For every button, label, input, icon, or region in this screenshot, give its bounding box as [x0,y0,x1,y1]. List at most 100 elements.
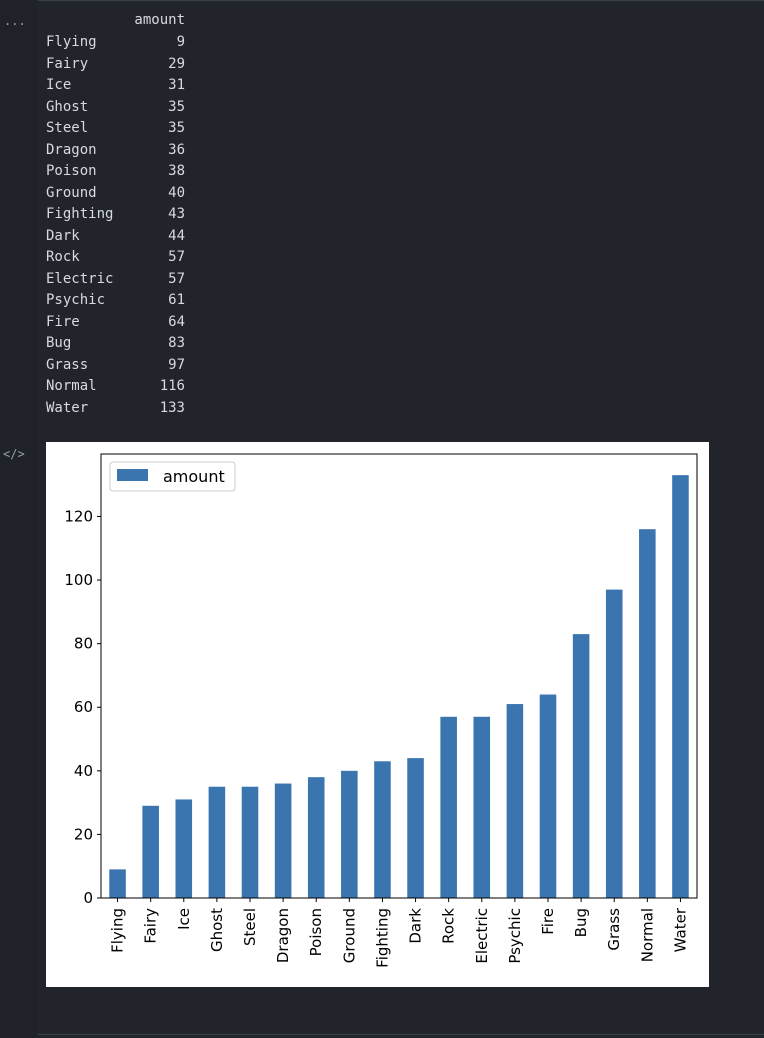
dataframe-row: Dark 44 [46,228,185,248]
dataframe-index-label: Dragon [46,141,97,158]
x-tick-label: Ghost [208,908,226,952]
x-tick-label: Rock [440,908,458,944]
axes-frame [100,453,698,899]
y-tick-label: 20 [74,825,93,843]
x-tick-label: Normal [638,908,656,962]
dataframe-value: 31 [168,77,185,93]
x-tick-label: Grass [605,908,623,951]
dataframe-value: 36 [168,141,185,158]
dataframe-value: 38 [168,163,185,179]
bar [142,805,159,898]
x-tick-label: Fairy [142,908,160,944]
dataframe-index-label: Electric [46,270,114,287]
dataframe-index-label: Water [46,399,89,416]
dataframe-value: 116 [159,378,185,394]
dataframe-index-label: Steel [46,120,89,136]
dataframe-value: 133 [159,399,185,416]
bar [605,589,623,898]
bar [341,770,358,898]
dataframe-index-label: Poison [46,163,97,179]
dataframe-row: Water 133 [46,400,185,420]
dataframe-value: 97 [168,356,185,373]
dataframe-index-label: Ground [46,184,97,201]
cell-divider [38,1034,764,1035]
x-tick-label: Fire [539,908,557,935]
dataframe-value: 44 [168,227,185,244]
dataframe-row: Psychic 61 [46,292,185,312]
y-tick-label: 40 [74,762,93,780]
bar [473,716,491,898]
dataframe-value: 57 [168,249,185,265]
dataframe-index-label: Ghost [46,98,89,115]
dataframe-row: Ground 40 [46,185,185,205]
dataframe-value: 61 [168,292,185,308]
bar [109,869,126,898]
x-tick-label: Ice [175,908,193,930]
dataframe-row: Electric 57 [46,271,185,291]
y-tick-label: 60 [74,698,93,716]
dataframe-index-label: Grass [46,356,89,373]
dataframe-index-label: Normal [46,378,97,394]
bar [506,704,524,898]
bar [572,634,590,898]
x-tick-label: Psychic [506,908,524,964]
bar [307,777,325,898]
legend-label: amount [163,467,225,486]
y-tick-label: 0 [83,889,93,907]
bar [407,758,424,898]
x-tick-label: Poison [307,908,325,956]
dataframe-index-label: Fairy [46,55,89,72]
dataframe-row: Fighting 43 [46,206,185,226]
dataframe-index-label: Ice [46,77,72,93]
dataframe-index-label: Dark [46,227,80,244]
dataframe-value: 29 [168,55,185,72]
dataframe-row: Ice 31 [46,77,185,97]
dataframe-value: 64 [168,313,185,330]
collapse-output-icon[interactable]: ... [4,14,26,28]
dataframe-index-label: Rock [46,249,80,265]
dataframe-row: Flying 9 [46,34,185,54]
dataframe-row: Poison 38 [46,163,185,183]
dataframe-row: Grass 97 [46,357,185,377]
dataframe-value: 35 [168,98,185,115]
dataframe-value: 83 [168,335,185,351]
dataframe-row: Fire 64 [46,314,185,334]
dataframe-row: Ghost 35 [46,99,185,119]
dataframe-index-label: Flying [46,34,97,50]
y-tick-label: 120 [64,507,93,525]
dataframe-row: Rock 57 [46,249,185,269]
y-tick-label: 80 [74,635,93,653]
dataframe-value: 57 [168,270,185,287]
x-tick-label: Steel [241,908,259,946]
dataframe-row: Steel 35 [46,120,185,140]
bar [440,716,457,898]
dataframe-index-label: Fighting [46,206,114,222]
bar [374,761,391,898]
bar [539,694,557,898]
x-tick-label: Dragon [274,908,292,963]
x-tick-label: Bug [572,908,590,937]
bar [274,783,292,898]
x-tick-label: Flying [109,908,127,953]
dataframe-index-label: Bug [46,335,72,351]
x-tick-label: Electric [473,908,491,964]
dataframe-value: 9 [176,34,185,50]
x-tick-label: Dark [407,908,425,944]
y-tick-label: 100 [64,571,93,589]
dataframe-row: Bug 83 [46,335,185,355]
dataframe-index-label: Psychic [46,292,106,308]
bar [672,475,689,898]
dataframe-row: Fairy 29 [46,56,185,76]
bar [639,529,656,898]
dataframe-column-header: amount [134,12,185,28]
bar [175,799,193,898]
x-tick-label: Fighting [373,908,391,968]
x-tick-label: Ground [340,908,358,963]
dataframe-value: 40 [168,184,185,201]
dataframe-value: 43 [168,206,185,222]
x-tick-label: Water [671,907,689,952]
bar [208,786,226,898]
dataframe-value: 35 [168,120,185,136]
code-icon[interactable]: </> [3,447,25,461]
